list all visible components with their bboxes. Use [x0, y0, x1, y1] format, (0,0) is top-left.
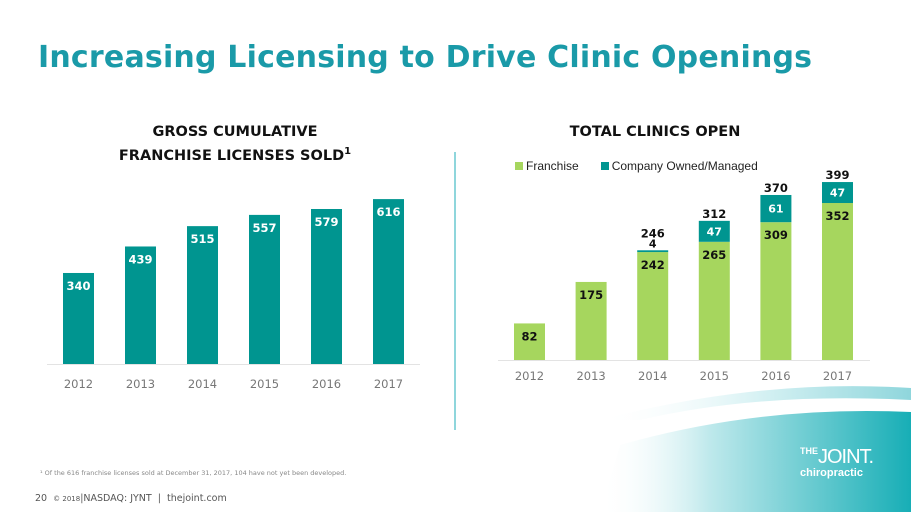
- x-tick-2015: 2015: [250, 377, 279, 391]
- chart-divider: [454, 152, 456, 430]
- x-tick-2016: 2016: [312, 377, 341, 391]
- bar-2017: [373, 199, 404, 364]
- ticker: NASDAQ: JYNT: [83, 493, 152, 504]
- total-label-2016: 370: [764, 181, 788, 195]
- data-label-franchise-2012: 82: [521, 329, 537, 343]
- x-tick-2012: 2012: [515, 369, 544, 383]
- legend-item-company: Company Owned/Managed: [600, 159, 758, 173]
- data-label-franchise-2016: 309: [764, 228, 788, 242]
- logo-joint: JOINT.: [818, 446, 874, 468]
- bar-franchise-2016: [760, 222, 792, 360]
- x-tick-2015: 2015: [700, 369, 729, 383]
- x-tick-2012: 2012: [64, 377, 93, 391]
- licenses-chart-title-line2-wrap: FRANCHISE LICENSES SOLD1: [60, 142, 410, 166]
- slide-title: Increasing Licensing to Drive Clinic Ope…: [38, 40, 813, 75]
- licenses-chart-title-line2: FRANCHISE LICENSES SOLD: [118, 147, 345, 164]
- footer: 20 © 2018|NASDAQ: JYNT | thejoint.com: [35, 493, 227, 504]
- total-label-2015: 312: [702, 207, 726, 221]
- data-label-franchise-2017: 352: [825, 209, 849, 223]
- data-label-2013: 439: [128, 252, 152, 266]
- legend-label-company: Company Owned/Managed: [611, 159, 758, 173]
- x-tick-2014: 2014: [638, 369, 667, 383]
- data-label-franchise-2014: 242: [641, 258, 665, 272]
- data-label-company-2014: 4: [649, 237, 657, 250]
- legend-swatch-company: [600, 162, 609, 170]
- swoosh-light: [600, 386, 911, 420]
- swoosh-main: [600, 410, 911, 512]
- bar-franchise-2015: [698, 241, 730, 360]
- data-label-2015: 557: [252, 221, 276, 235]
- bar-2012: [63, 272, 94, 364]
- copyright: © 2018: [53, 495, 81, 503]
- footnote-marker: 1: [344, 146, 352, 157]
- licenses-chart-title: GROSS CUMULATIVE FRANCHISE LICENSES SOLD…: [60, 123, 410, 166]
- data-label-franchise-2015: 265: [702, 248, 726, 262]
- bar-company-2014: [637, 250, 669, 253]
- footer-sep: |: [80, 493, 84, 504]
- x-tick-2013: 2013: [126, 377, 155, 391]
- company-logo: THEJOINT. chiropractic: [800, 446, 874, 479]
- bar-franchise-2014: [637, 252, 669, 360]
- bar-company-2016: [760, 194, 792, 223]
- logo-the: THE: [800, 446, 818, 456]
- data-label-company-2017: 47: [830, 187, 845, 200]
- legend-label-franchise: Franchise: [526, 159, 579, 173]
- bar-2015: [249, 214, 280, 364]
- bar-company-2015: [698, 220, 730, 242]
- total-label-2014: 246: [641, 226, 665, 240]
- data-label-company-2015: 47: [707, 225, 722, 238]
- data-label-2016: 579: [314, 215, 338, 229]
- clinics-chart-title: TOTAL CLINICS OPEN: [569, 124, 741, 140]
- page-number: 20: [35, 493, 48, 504]
- bar-2013: [125, 246, 156, 364]
- bar-franchise-2017: [822, 203, 853, 360]
- x-tick-2014: 2014: [188, 377, 217, 391]
- bar-franchise-2012: [514, 323, 545, 360]
- bar-2016: [311, 209, 342, 364]
- licenses-chart-title-line1: GROSS CUMULATIVE: [152, 124, 318, 140]
- footnote: ¹ Of the 616 franchise licenses sold at …: [40, 469, 347, 477]
- total-label-2017: 399: [825, 168, 849, 182]
- data-label-company-2016: 61: [768, 203, 783, 216]
- legend-item-franchise: Franchise: [515, 159, 579, 173]
- x-tick-2013: 2013: [576, 369, 605, 383]
- legend-swatch-franchise: [515, 162, 523, 170]
- data-label-2014: 515: [190, 232, 214, 246]
- data-label-franchise-2013: 175: [579, 288, 603, 302]
- clinics-legend: Franchise Company Owned/Managed: [515, 159, 758, 173]
- website-link[interactable]: thejoint.com: [167, 493, 227, 504]
- bar-franchise-2013: [575, 281, 607, 360]
- x-tick-2017: 2017: [374, 377, 403, 391]
- x-tick-2017: 2017: [823, 369, 852, 383]
- logo-chiropractic: chiropractic: [800, 467, 863, 479]
- data-label-2012: 340: [66, 279, 90, 293]
- bar-2014: [187, 226, 218, 364]
- x-tick-2016: 2016: [761, 369, 790, 383]
- bar-company-2017: [822, 182, 853, 204]
- data-label-2017: 616: [376, 205, 400, 219]
